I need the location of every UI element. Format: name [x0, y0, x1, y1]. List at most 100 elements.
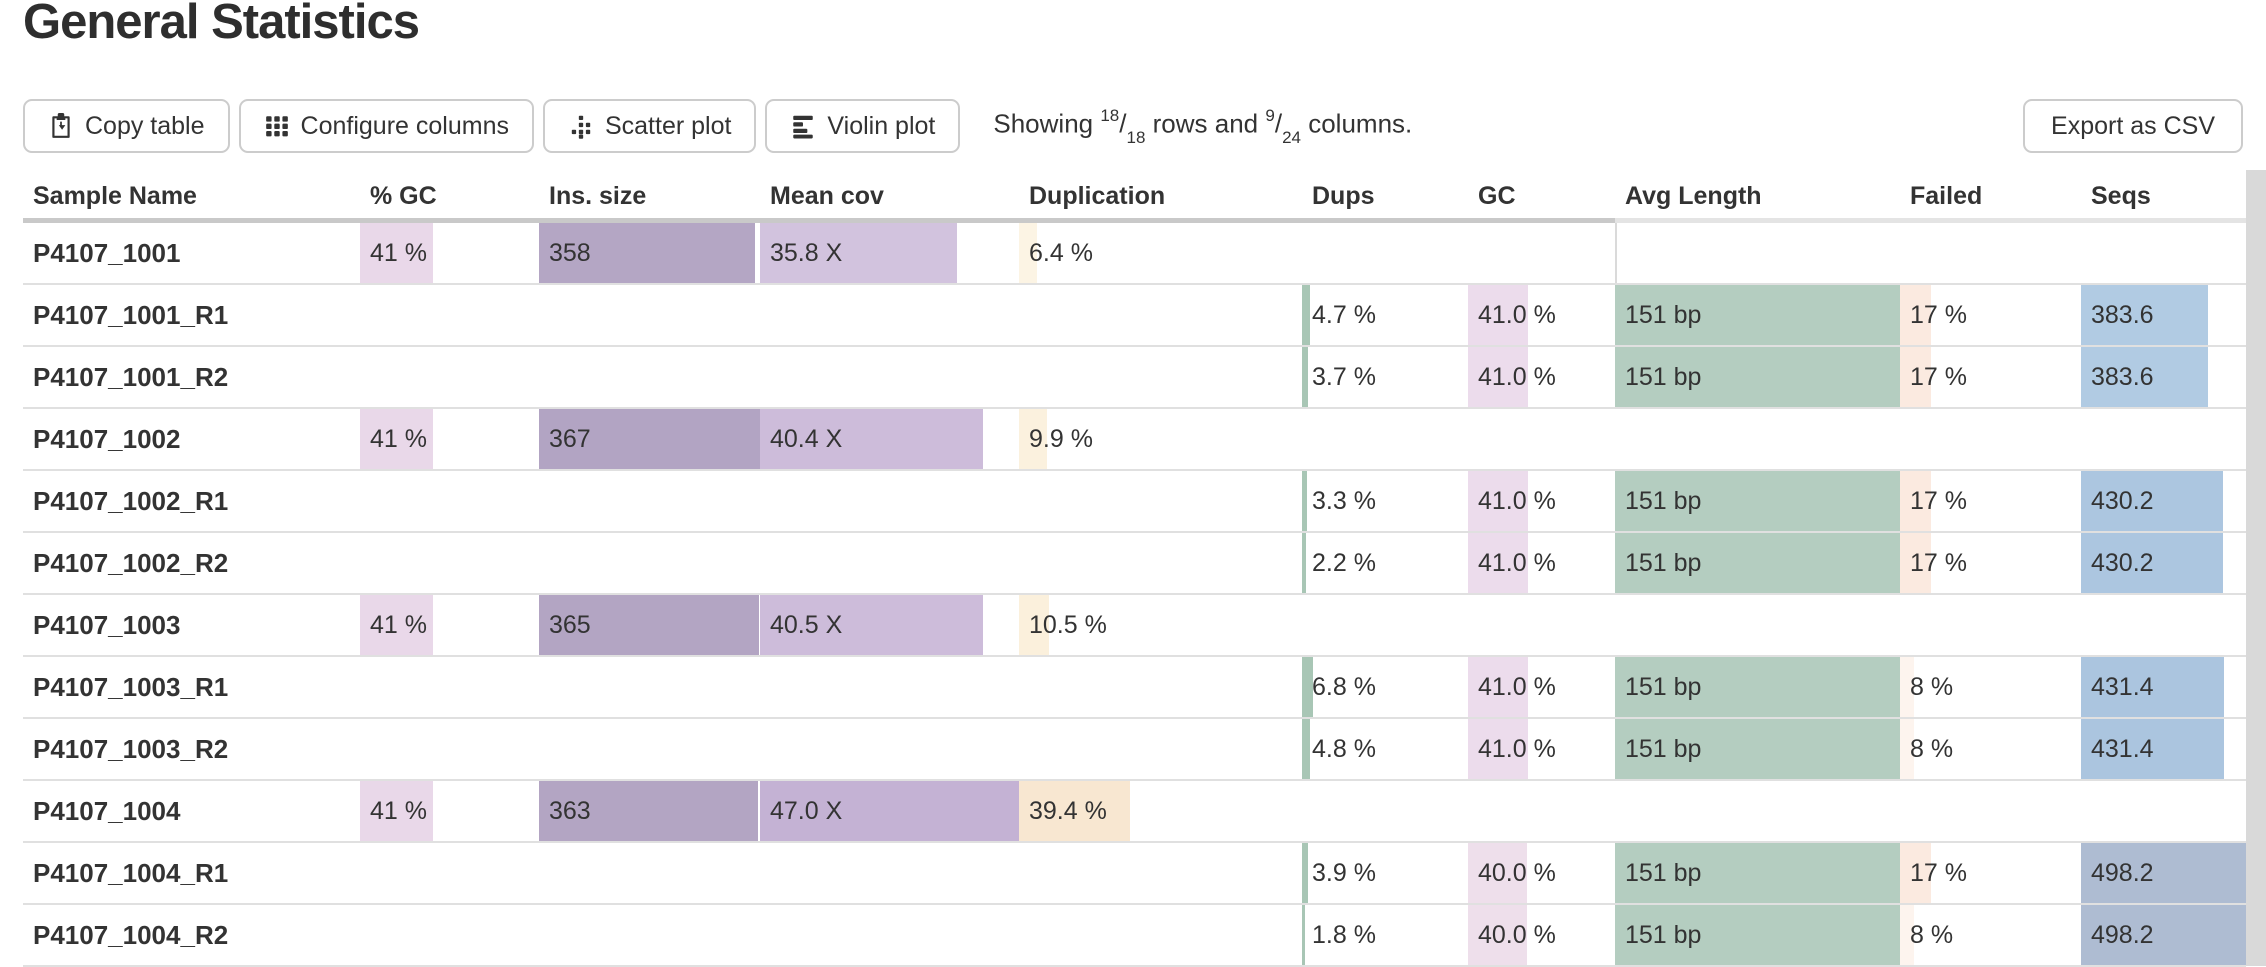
cell-value: 498.2	[2091, 859, 2154, 887]
cell-value: 151 bp	[1625, 921, 1702, 949]
toolbar-button-group: Copy table Configure columns Scatter plot V…	[23, 99, 961, 153]
column-header-sample[interactable]: Sample Name	[33, 182, 197, 210]
cell-mean_cov	[760, 533, 1019, 593]
cell-value: 3.9 %	[1312, 859, 1376, 887]
rows-shown: 18	[1100, 106, 1120, 126]
cell-dups	[1302, 223, 1468, 283]
cell-ins_size	[539, 347, 760, 407]
data-bar	[1900, 719, 1914, 779]
cell-failed	[1900, 781, 2081, 841]
cell-gc: 41.0 %	[1468, 285, 1615, 345]
data-bar	[1615, 905, 1900, 965]
sample-name-cell: P4107_1004_R1	[23, 843, 360, 903]
cell-value: 17 %	[1910, 549, 1967, 577]
cell-pct_gc: 41 %	[360, 595, 539, 655]
cell-value: 151 bp	[1625, 487, 1702, 515]
cell-ins_size	[539, 285, 760, 345]
column-group-divider	[1615, 223, 1617, 284]
cell-value: 41.0 %	[1478, 301, 1556, 329]
cell-value: 383.6	[2091, 301, 2154, 329]
cell-value: 40.0 %	[1478, 859, 1556, 887]
cell-value: 4.8 %	[1312, 735, 1376, 763]
data-bar	[1900, 533, 1931, 593]
cell-mean_cov	[760, 285, 1019, 345]
cell-pct_gc	[360, 719, 539, 779]
data-bar	[1615, 719, 1900, 779]
table-row: P4107_1004_R1 3.9 % 40.0 % 151 bp 17 % 498.2	[23, 843, 2246, 905]
configure-columns-button[interactable]: Configure columns	[238, 99, 534, 153]
data-bar	[1900, 347, 1931, 407]
cell-seqs: 431.4	[2081, 719, 2246, 779]
cell-seqs: 498.2	[2081, 843, 2246, 903]
violin-icon	[790, 113, 816, 139]
sample-name-cell: P4107_1003_R1	[23, 657, 360, 717]
vertical-scrollbar[interactable]	[2246, 170, 2266, 966]
column-header-dups[interactable]: Dups	[1312, 182, 1375, 210]
cell-duplication	[1019, 347, 1302, 407]
column-header-gc[interactable]: GC	[1478, 182, 1516, 210]
column-header-duplication[interactable]: Duplication	[1029, 182, 1166, 210]
cell-dups: 6.8 %	[1302, 657, 1468, 717]
cell-value: 8 %	[1910, 921, 1954, 949]
cell-mean_cov: 40.5 X	[760, 595, 1019, 655]
table-header-row: Sample Name % GC Ins. size Mean cov Duplicat…	[23, 175, 2246, 218]
column-header-seqs[interactable]: Seqs	[2091, 182, 2151, 210]
cell-value: 8 %	[1910, 673, 1954, 701]
cell-value: 363	[549, 797, 591, 825]
cell-dups: 3.9 %	[1302, 843, 1468, 903]
cell-value: 10.5 %	[1029, 611, 1107, 639]
data-bar	[1468, 533, 1528, 593]
data-bar	[1900, 657, 1914, 717]
data-bar	[1900, 905, 1914, 965]
data-bar	[539, 409, 760, 469]
cell-duplication	[1019, 719, 1302, 779]
column-header-pct_gc[interactable]: % GC	[370, 182, 437, 210]
violin-plot-button[interactable]: Violin plot	[765, 99, 961, 153]
rows-cols-summary: Showing 18/18 rows and 9/24 columns.	[993, 106, 1413, 147]
cell-seqs: 498.2	[2081, 905, 2246, 965]
table-row: P4107_1004 41 % 363 47.0 X 39.4 %	[23, 781, 2246, 843]
column-header-avg_length[interactable]: Avg Length	[1625, 182, 1762, 210]
cell-avg_length: 151 bp	[1615, 533, 1900, 593]
column-header-mean_cov[interactable]: Mean cov	[770, 182, 884, 210]
cell-value: 9.9 %	[1029, 425, 1093, 453]
data-bar	[2081, 843, 2246, 903]
data-bar	[2081, 347, 2208, 407]
cell-value: 41.0 %	[1478, 673, 1556, 701]
cell-dups: 4.7 %	[1302, 285, 1468, 345]
copy-table-button[interactable]: Copy table	[23, 99, 230, 153]
general-statistics-table: P4107_1001 41 % 358 35.8 X 6.4 % P4107_1001_R…	[23, 223, 2246, 967]
cell-avg_length: 151 bp	[1615, 843, 1900, 903]
cell-value: 47.0 X	[770, 797, 843, 825]
cell-avg_length	[1615, 223, 1900, 283]
cell-value: 8 %	[1910, 735, 1954, 763]
cell-value: 498.2	[2091, 921, 2154, 949]
cell-value: 17 %	[1910, 487, 1967, 515]
cell-value: 151 bp	[1625, 549, 1702, 577]
cell-value: P4107_1004	[33, 796, 181, 826]
cell-avg_length: 151 bp	[1615, 719, 1900, 779]
scatter-icon	[568, 113, 594, 139]
cell-avg_length: 151 bp	[1615, 347, 1900, 407]
cell-gc: 41.0 %	[1468, 719, 1615, 779]
cell-seqs	[2081, 223, 2246, 283]
sample-name-cell: P4107_1001	[23, 223, 360, 283]
data-bar	[2081, 905, 2246, 965]
cell-value: 430.2	[2091, 549, 2154, 577]
cell-pct_gc	[360, 657, 539, 717]
data-bar	[360, 409, 433, 469]
cell-value: 35.8 X	[770, 239, 843, 267]
scatter-plot-button[interactable]: Scatter plot	[542, 99, 757, 153]
column-header-failed[interactable]: Failed	[1910, 182, 1983, 210]
data-bar	[2081, 471, 2223, 531]
clipboard-icon	[48, 113, 74, 139]
cell-pct_gc	[360, 471, 539, 531]
export-csv-button[interactable]: Export as CSV	[2023, 99, 2243, 153]
cell-pct_gc	[360, 843, 539, 903]
cell-gc: 41.0 %	[1468, 347, 1615, 407]
cell-dups: 3.7 %	[1302, 347, 1468, 407]
cell-pct_gc	[360, 533, 539, 593]
column-header-ins_size[interactable]: Ins. size	[549, 182, 647, 210]
data-bar	[1019, 409, 1047, 469]
data-bar	[1302, 533, 1306, 593]
